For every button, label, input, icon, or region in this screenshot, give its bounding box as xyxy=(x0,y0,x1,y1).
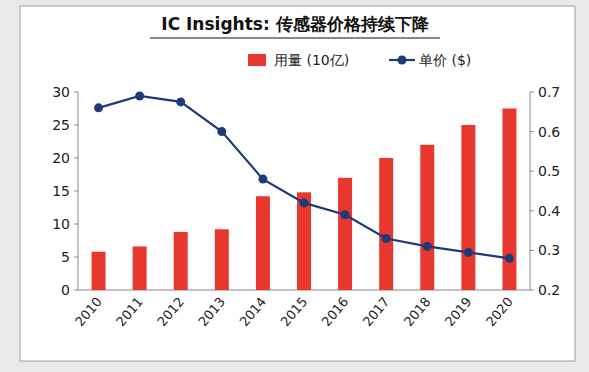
y2-tick-label: 0.4 xyxy=(538,203,560,219)
x-tick-label: 2017 xyxy=(360,294,393,329)
y-tick-label: 30 xyxy=(52,84,70,100)
y-tick xyxy=(74,257,78,258)
y2-tick xyxy=(530,290,534,291)
y-tick xyxy=(74,92,78,93)
x-tick-label: 2015 xyxy=(278,294,311,329)
y2-tick xyxy=(530,250,534,251)
chart: IC Insights: 传感器价格持续下降 0 5 10 15 20 25 30 0.2 0.3… xyxy=(0,0,589,372)
y-tick-label: 20 xyxy=(52,150,70,166)
x-tick-label: 2012 xyxy=(154,294,187,329)
bar xyxy=(502,109,516,291)
y-tick-label: 10 xyxy=(52,216,70,232)
y-tick xyxy=(74,290,78,291)
x-tick-label: 2020 xyxy=(483,294,516,329)
marker xyxy=(423,242,432,251)
y2-tick-label: 0.3 xyxy=(538,242,560,258)
marker xyxy=(217,127,226,136)
y-tick xyxy=(74,224,78,225)
legend-swatch xyxy=(398,56,407,65)
bar xyxy=(379,158,393,290)
axes: 0510152025300.20.30.40.50.60.72010201120… xyxy=(52,84,560,329)
bar xyxy=(133,246,147,290)
marker xyxy=(464,248,473,257)
y2-tick-label: 0.5 xyxy=(538,163,560,179)
y-tick xyxy=(74,125,78,126)
x-tick-label: 2011 xyxy=(113,294,146,329)
y2-tick-label: 0.2 xyxy=(538,282,560,298)
plot-area xyxy=(92,91,517,290)
bar xyxy=(461,125,475,290)
bar xyxy=(174,232,188,290)
bar xyxy=(338,178,352,290)
legend-swatch xyxy=(248,54,266,66)
bar xyxy=(215,229,229,290)
legend-label: 用量 (10亿) xyxy=(274,52,349,68)
y2-tick-label: 0.6 xyxy=(538,124,560,140)
title-underline xyxy=(150,38,440,39)
marker xyxy=(94,103,103,112)
legend-label: 单价 ($) xyxy=(419,52,471,68)
y2-tick-label: 0.7 xyxy=(538,84,560,100)
bar xyxy=(297,192,311,290)
marker xyxy=(176,97,185,106)
bar xyxy=(420,145,434,290)
panel xyxy=(20,6,575,361)
marker xyxy=(300,198,309,207)
y-tick-label: 25 xyxy=(52,117,70,133)
y-tick-label: 5 xyxy=(61,249,70,265)
marker xyxy=(135,91,144,100)
marker xyxy=(341,210,350,219)
x-tick-label: 2013 xyxy=(195,294,228,329)
x-tick-label: 2014 xyxy=(236,294,269,329)
x-tick-label: 2018 xyxy=(401,294,434,329)
y2-tick xyxy=(530,131,534,132)
title: IC Insights: 传感器价格持续下降 xyxy=(161,14,429,34)
marker xyxy=(258,175,267,184)
y2-axis-line xyxy=(530,92,531,290)
y-tick-label: 0 xyxy=(61,282,70,298)
y2-tick xyxy=(530,171,534,172)
line xyxy=(99,96,510,258)
x-tick-label: 2016 xyxy=(319,294,352,329)
x-tick-label: 2019 xyxy=(442,294,475,329)
y2-tick xyxy=(530,210,534,211)
marker xyxy=(505,254,514,263)
y-tick xyxy=(74,191,78,192)
bar xyxy=(92,252,106,290)
bar xyxy=(256,196,270,290)
legend: 用量 (10亿) 单价 ($) xyxy=(248,52,471,68)
y-tick xyxy=(74,158,78,159)
y2-tick xyxy=(530,92,534,93)
background xyxy=(0,0,589,372)
marker xyxy=(382,234,391,243)
y-tick-label: 15 xyxy=(52,183,70,199)
x-tick-label: 2010 xyxy=(72,294,105,329)
